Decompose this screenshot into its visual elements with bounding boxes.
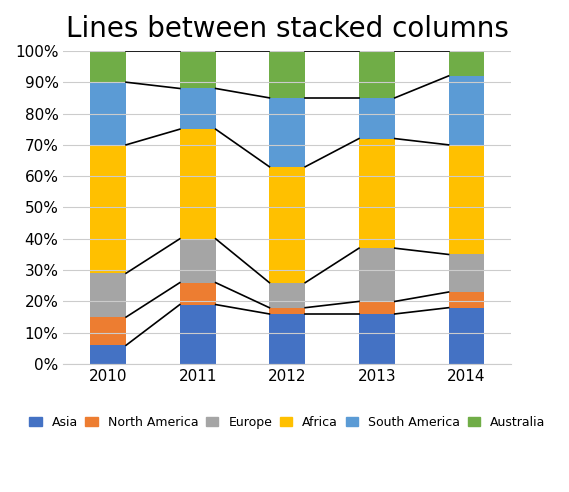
Bar xyxy=(359,51,395,98)
Bar xyxy=(269,98,305,167)
Bar xyxy=(448,145,484,254)
Legend: Asia, North America, Europe, Africa, South America, Australia: Asia, North America, Europe, Africa, Sou… xyxy=(24,411,551,434)
Title: Lines between stacked columns: Lines between stacked columns xyxy=(66,15,509,43)
Bar xyxy=(90,145,126,273)
Bar xyxy=(90,317,126,345)
Bar xyxy=(269,167,305,282)
Bar xyxy=(180,89,216,129)
Bar xyxy=(180,282,216,305)
Bar xyxy=(180,239,216,282)
Bar xyxy=(448,292,484,308)
Bar xyxy=(90,82,126,145)
Bar xyxy=(448,254,484,292)
Bar xyxy=(448,308,484,364)
Bar xyxy=(180,51,216,89)
Bar xyxy=(269,314,305,364)
Bar xyxy=(359,314,395,364)
Bar xyxy=(269,308,305,314)
Bar xyxy=(359,98,395,139)
Bar xyxy=(90,51,126,82)
Bar xyxy=(90,345,126,364)
Bar xyxy=(359,248,395,302)
Bar xyxy=(180,305,216,364)
Bar xyxy=(269,51,305,98)
Bar xyxy=(359,302,395,314)
Bar xyxy=(90,273,126,317)
Bar xyxy=(269,282,305,308)
Bar xyxy=(448,51,484,76)
Bar xyxy=(448,76,484,145)
Bar xyxy=(359,139,395,248)
Bar xyxy=(180,129,216,239)
